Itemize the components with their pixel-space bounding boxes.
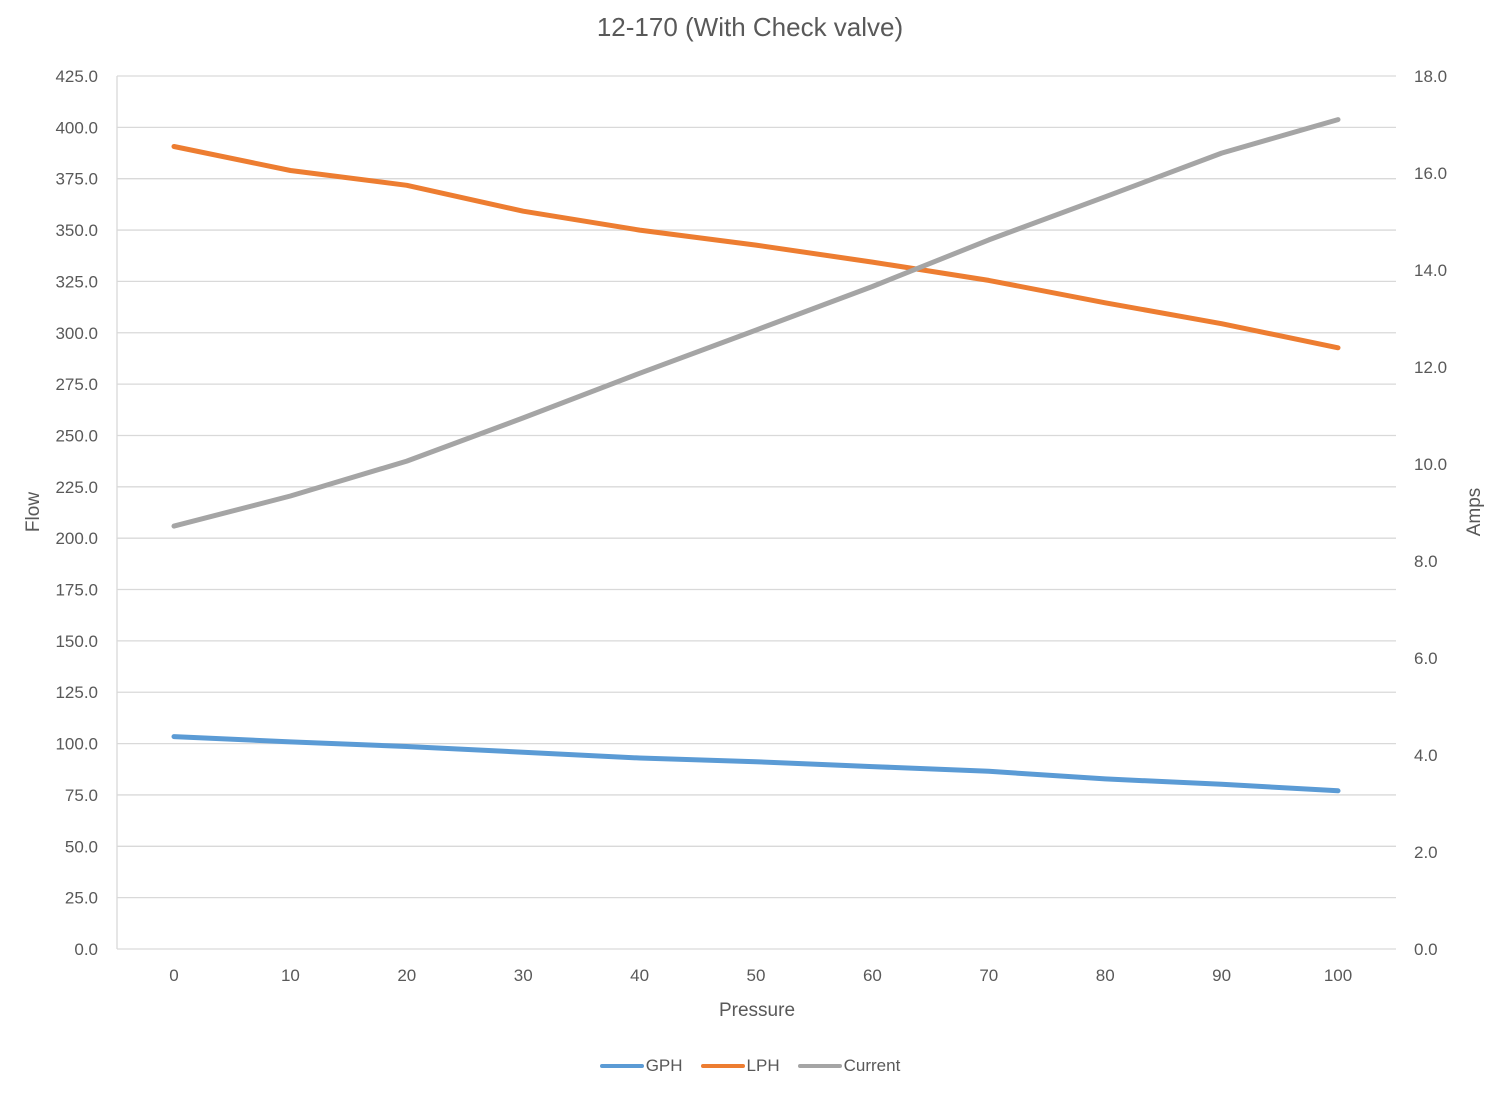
y-tick-label: 75.0: [65, 786, 98, 805]
x-tick-label: 60: [863, 966, 882, 985]
y-tick-label: 25.0: [65, 889, 98, 908]
x-tick-label: 0: [169, 966, 178, 985]
series-line-lph[interactable]: [171, 144, 1341, 351]
x-tick-label: 10: [281, 966, 300, 985]
x-tick-label: 40: [630, 966, 649, 985]
left-axis-ticks: 0.0 25.0 50.0 75.0 100.0 125.0 150.0 175.0 200.0…: [55, 67, 98, 959]
x-axis-title: Pressure: [719, 1000, 795, 1021]
legend-label: GPH: [645, 1056, 683, 1075]
y2-tick-label: 4.0: [1414, 746, 1438, 765]
x-tick-label: 70: [979, 966, 998, 985]
legend-item-lph[interactable]: LPH: [700, 1056, 780, 1076]
y-tick-label: 400.0: [55, 118, 98, 137]
series-line-current[interactable]: [171, 117, 1341, 529]
y2-tick-label: 0.0: [1414, 940, 1438, 959]
left-axis-title: Flow: [23, 492, 44, 532]
legend: GPH LPH Current: [0, 1056, 1500, 1076]
gridlines: [116, 75, 1396, 950]
y-tick-label: 0.0: [74, 940, 98, 959]
y-tick-label: 325.0: [55, 272, 98, 291]
y-tick-label: 350.0: [55, 221, 98, 240]
x-tick-label: 20: [397, 966, 416, 985]
chart-title: 12-170 (With Check valve): [596, 12, 904, 42]
y-tick-label: 275.0: [55, 375, 98, 394]
y-tick-label: 200.0: [55, 529, 98, 548]
y2-tick-label: 16.0: [1414, 164, 1447, 183]
legend-label: Current: [843, 1056, 901, 1075]
x-tick-label: 80: [1096, 966, 1115, 985]
series-lines: [171, 117, 1341, 794]
y2-tick-label: 8.0: [1414, 552, 1438, 571]
y2-tick-label: 10.0: [1414, 455, 1447, 474]
legend-item-current[interactable]: Current: [797, 1056, 901, 1076]
y-tick-label: 300.0: [55, 324, 98, 343]
y2-tick-label: 12.0: [1414, 358, 1447, 377]
series-line-gph[interactable]: [171, 734, 1341, 794]
x-tick-label: 100: [1324, 966, 1352, 985]
right-axis-title: Amps: [1464, 488, 1485, 537]
y2-tick-label: 14.0: [1414, 261, 1447, 280]
y-tick-label: 175.0: [55, 581, 98, 600]
y2-tick-label: 2.0: [1414, 843, 1438, 862]
x-tick-label: 90: [1212, 966, 1231, 985]
y2-tick-label: 6.0: [1414, 649, 1438, 668]
y-tick-label: 125.0: [55, 683, 98, 702]
y-tick-label: 150.0: [55, 632, 98, 651]
x-tick-label: 30: [514, 966, 533, 985]
current-swatch-icon: [797, 1064, 842, 1068]
legend-label: LPH: [746, 1056, 780, 1075]
x-tick-label: 50: [747, 966, 766, 985]
legend-item-gph[interactable]: GPH: [599, 1056, 683, 1076]
y-tick-label: 100.0: [55, 735, 98, 754]
y2-tick-label: 18.0: [1414, 67, 1447, 86]
y-tick-label: 50.0: [65, 837, 98, 856]
x-axis-ticks: 0 10 20 30 40 50 60 70 80 90 100: [169, 966, 1352, 985]
gph-swatch-icon: [599, 1064, 644, 1068]
y-tick-label: 250.0: [55, 426, 98, 445]
right-axis-ticks: 0.0 2.0 4.0 6.0 8.0 10.0 12.0 14.0 16.0 18.0: [1414, 67, 1447, 959]
lph-swatch-icon: [700, 1064, 745, 1068]
y-tick-label: 425.0: [55, 67, 98, 86]
y-tick-label: 375.0: [55, 170, 98, 189]
y-tick-label: 225.0: [55, 478, 98, 497]
